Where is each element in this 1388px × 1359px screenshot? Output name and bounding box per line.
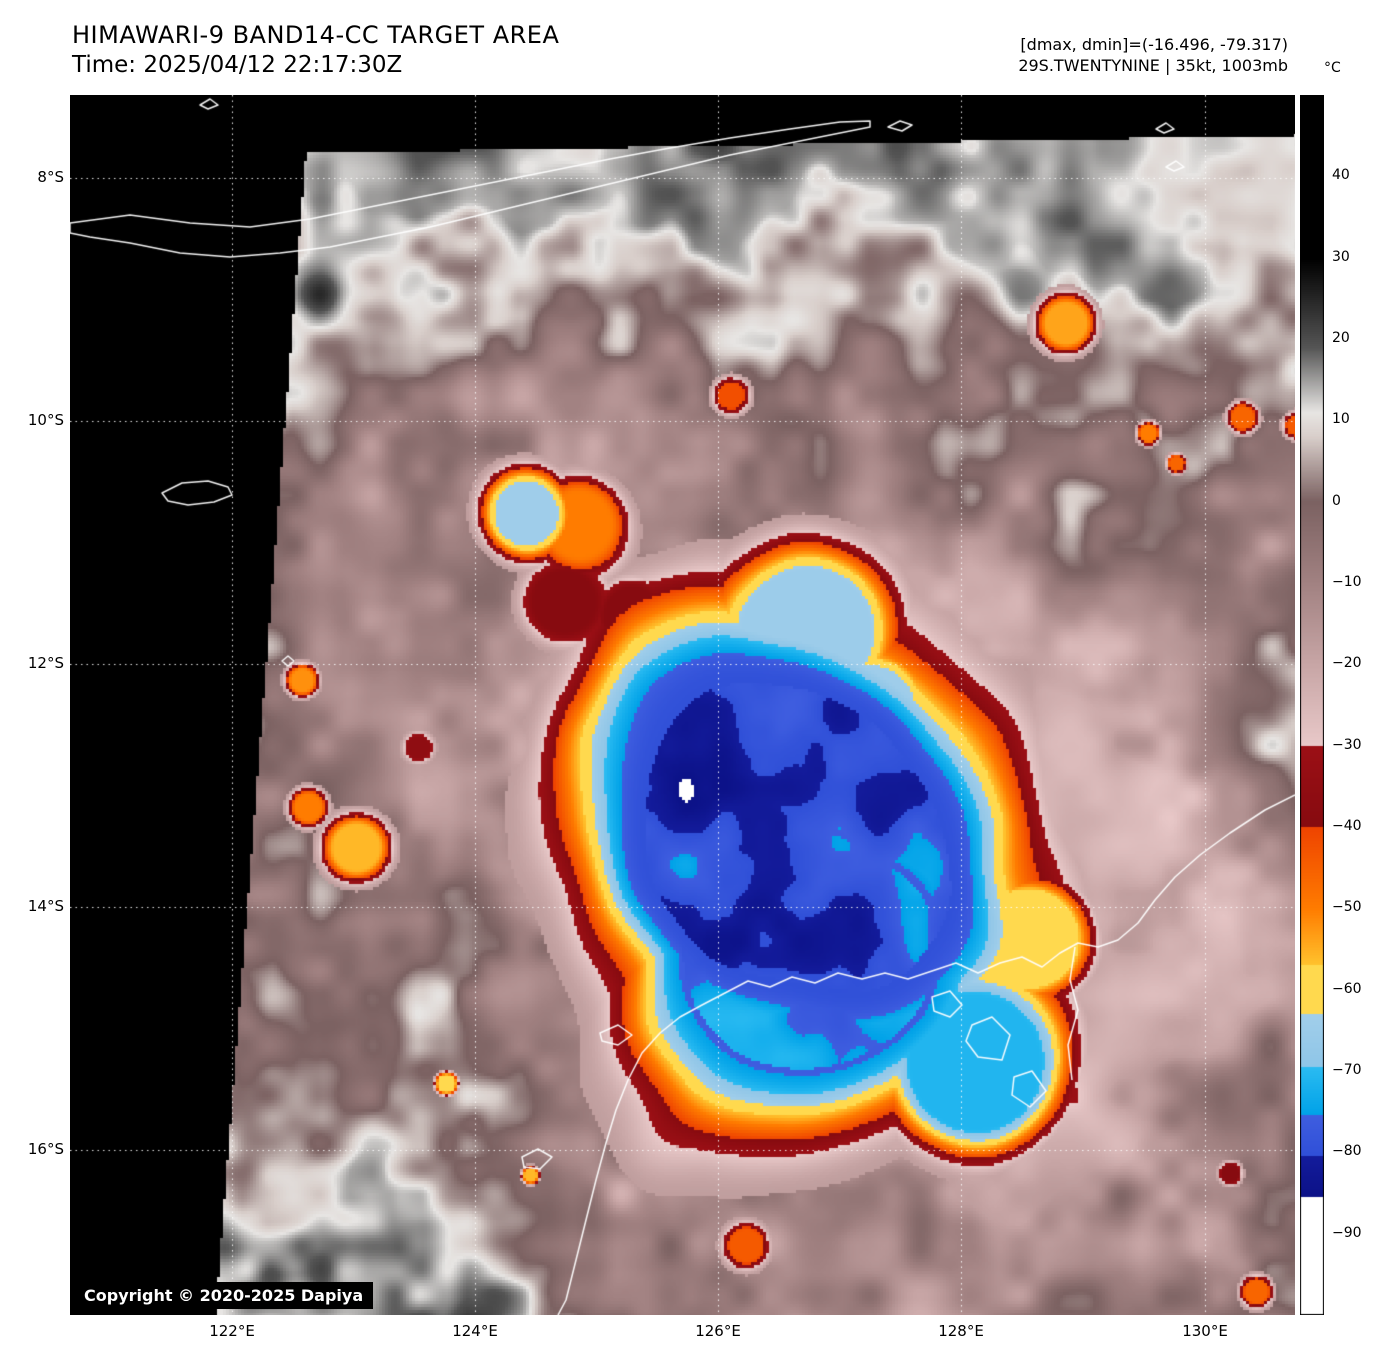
dmax-dmin-readout: [dmax, dmin]=(-16.496, -79.317) bbox=[1020, 35, 1288, 54]
colorbar bbox=[1300, 95, 1324, 1315]
latitude-tick-label: 14°S bbox=[27, 897, 64, 915]
copyright-label: Copyright © 2020-2025 Dapiya bbox=[74, 1282, 374, 1309]
colorbar-tick-label: −50 bbox=[1332, 899, 1362, 916]
longitude-tick-label: 122°E bbox=[209, 1322, 255, 1340]
colorbar-tick-label: −70 bbox=[1332, 1062, 1362, 1078]
colorbar-tick-label: 0 bbox=[1332, 492, 1341, 509]
header-right: [dmax, dmin]=(-16.496, -79.317) 29S.TWEN… bbox=[1018, 34, 1288, 76]
longitude-tick-label: 126°E bbox=[695, 1322, 741, 1340]
latitude-tick-label: 8°S bbox=[37, 168, 64, 186]
colorbar-tick-label: −20 bbox=[1332, 655, 1362, 672]
longitude-tick-label: 130°E bbox=[1182, 1322, 1228, 1340]
storm-info-label: 29S.TWENTYNINE | 35kt, 1003mb bbox=[1018, 56, 1288, 75]
colorbar-tick-label: 20 bbox=[1332, 330, 1350, 346]
satellite-map-image bbox=[70, 95, 1295, 1315]
colorbar-tick-label: −90 bbox=[1332, 1224, 1362, 1241]
timestamp-label: Time: 2025/04/12 22:17:30Z bbox=[72, 52, 403, 78]
colorbar-tick-label: 40 bbox=[1332, 167, 1350, 184]
latitude-tick-label: 10°S bbox=[27, 411, 64, 429]
colorbar-tick-label: 10 bbox=[1332, 411, 1350, 428]
colorbar-tick-label: −10 bbox=[1332, 574, 1362, 590]
colorbar-tick-label: −60 bbox=[1332, 980, 1362, 997]
colorbar-tick-label: −40 bbox=[1332, 818, 1362, 834]
colorbar-tick-label: −80 bbox=[1332, 1143, 1362, 1160]
colorbar-unit-label: °C bbox=[1324, 60, 1341, 76]
longitude-tick-label: 128°E bbox=[938, 1322, 984, 1340]
longitude-tick-label: 124°E bbox=[452, 1322, 498, 1340]
page-title: HIMAWARI-9 BAND14-CC TARGET AREA bbox=[72, 21, 560, 49]
latitude-tick-label: 16°S bbox=[27, 1140, 64, 1158]
header-left: HIMAWARI-9 BAND14-CC TARGET AREA Time: 2… bbox=[72, 20, 559, 80]
colorbar-tick-label: −30 bbox=[1332, 736, 1362, 753]
latitude-tick-label: 12°S bbox=[27, 654, 64, 672]
colorbar-tick-label: 30 bbox=[1332, 248, 1350, 265]
